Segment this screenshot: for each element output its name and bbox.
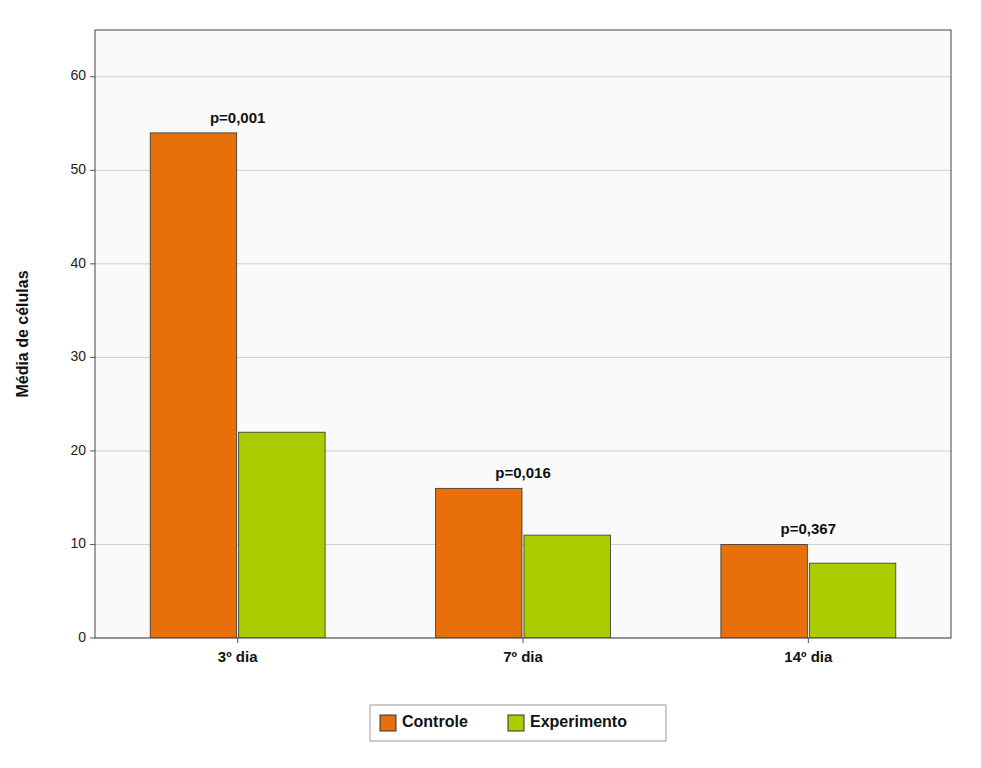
bar	[150, 133, 236, 638]
y-tick-label: 10	[70, 535, 86, 551]
legend-label: Experimento	[530, 713, 627, 730]
bars	[150, 133, 896, 638]
y-axis: 0 10 20 30 40 50 60	[70, 67, 95, 644]
annotation: p=0,001	[210, 109, 265, 126]
plot-area	[95, 30, 951, 638]
y-tick	[90, 544, 95, 545]
annotation: p=0,016	[495, 464, 550, 481]
y-tick	[90, 450, 95, 451]
x-tick	[523, 638, 524, 643]
y-tick	[90, 76, 95, 77]
annotations: p=0,001 p=0,016 p=0,367	[210, 109, 836, 538]
y-tick-label: 60	[70, 67, 86, 83]
legend-label: Controle	[402, 713, 468, 730]
y-axis-label: Média de células	[14, 270, 31, 397]
y-tick-label: 20	[70, 442, 86, 458]
x-tick	[808, 638, 809, 643]
y-tick	[90, 638, 95, 639]
y-tick	[90, 357, 95, 358]
x-tick-label: 3º dia	[218, 648, 258, 665]
y-tick-label: 50	[70, 161, 86, 177]
y-tick-label: 0	[78, 629, 86, 645]
legend-box	[370, 705, 666, 741]
y-tick	[90, 170, 95, 171]
x-tick-label: 7º dia	[503, 648, 543, 665]
y-tick-label: 40	[70, 255, 86, 271]
chart-svg: 0 10 20 30 40 50 60 p=0,001 p=0,016 p=0,367 3º dia…	[0, 0, 981, 768]
bar	[524, 535, 610, 638]
y-tick-label: 30	[70, 348, 86, 364]
x-tick-label: 14º dia	[784, 648, 833, 665]
bar	[809, 563, 895, 638]
legend-swatch	[508, 715, 524, 731]
grid-line	[95, 76, 951, 77]
legend: Controle Experimento	[370, 705, 666, 741]
legend-swatch	[380, 715, 396, 731]
bar	[721, 544, 807, 638]
grid	[95, 77, 951, 638]
y-tick	[90, 263, 95, 264]
chart-container: 0 10 20 30 40 50 60 p=0,001 p=0,016 p=0,367 3º dia…	[0, 0, 981, 768]
x-tick	[237, 638, 238, 643]
annotation: p=0,367	[781, 520, 836, 537]
plot-frame	[95, 30, 951, 638]
bar	[436, 488, 522, 638]
x-axis: 3º dia 7º dia 14º dia	[218, 638, 833, 665]
bar	[239, 432, 325, 638]
